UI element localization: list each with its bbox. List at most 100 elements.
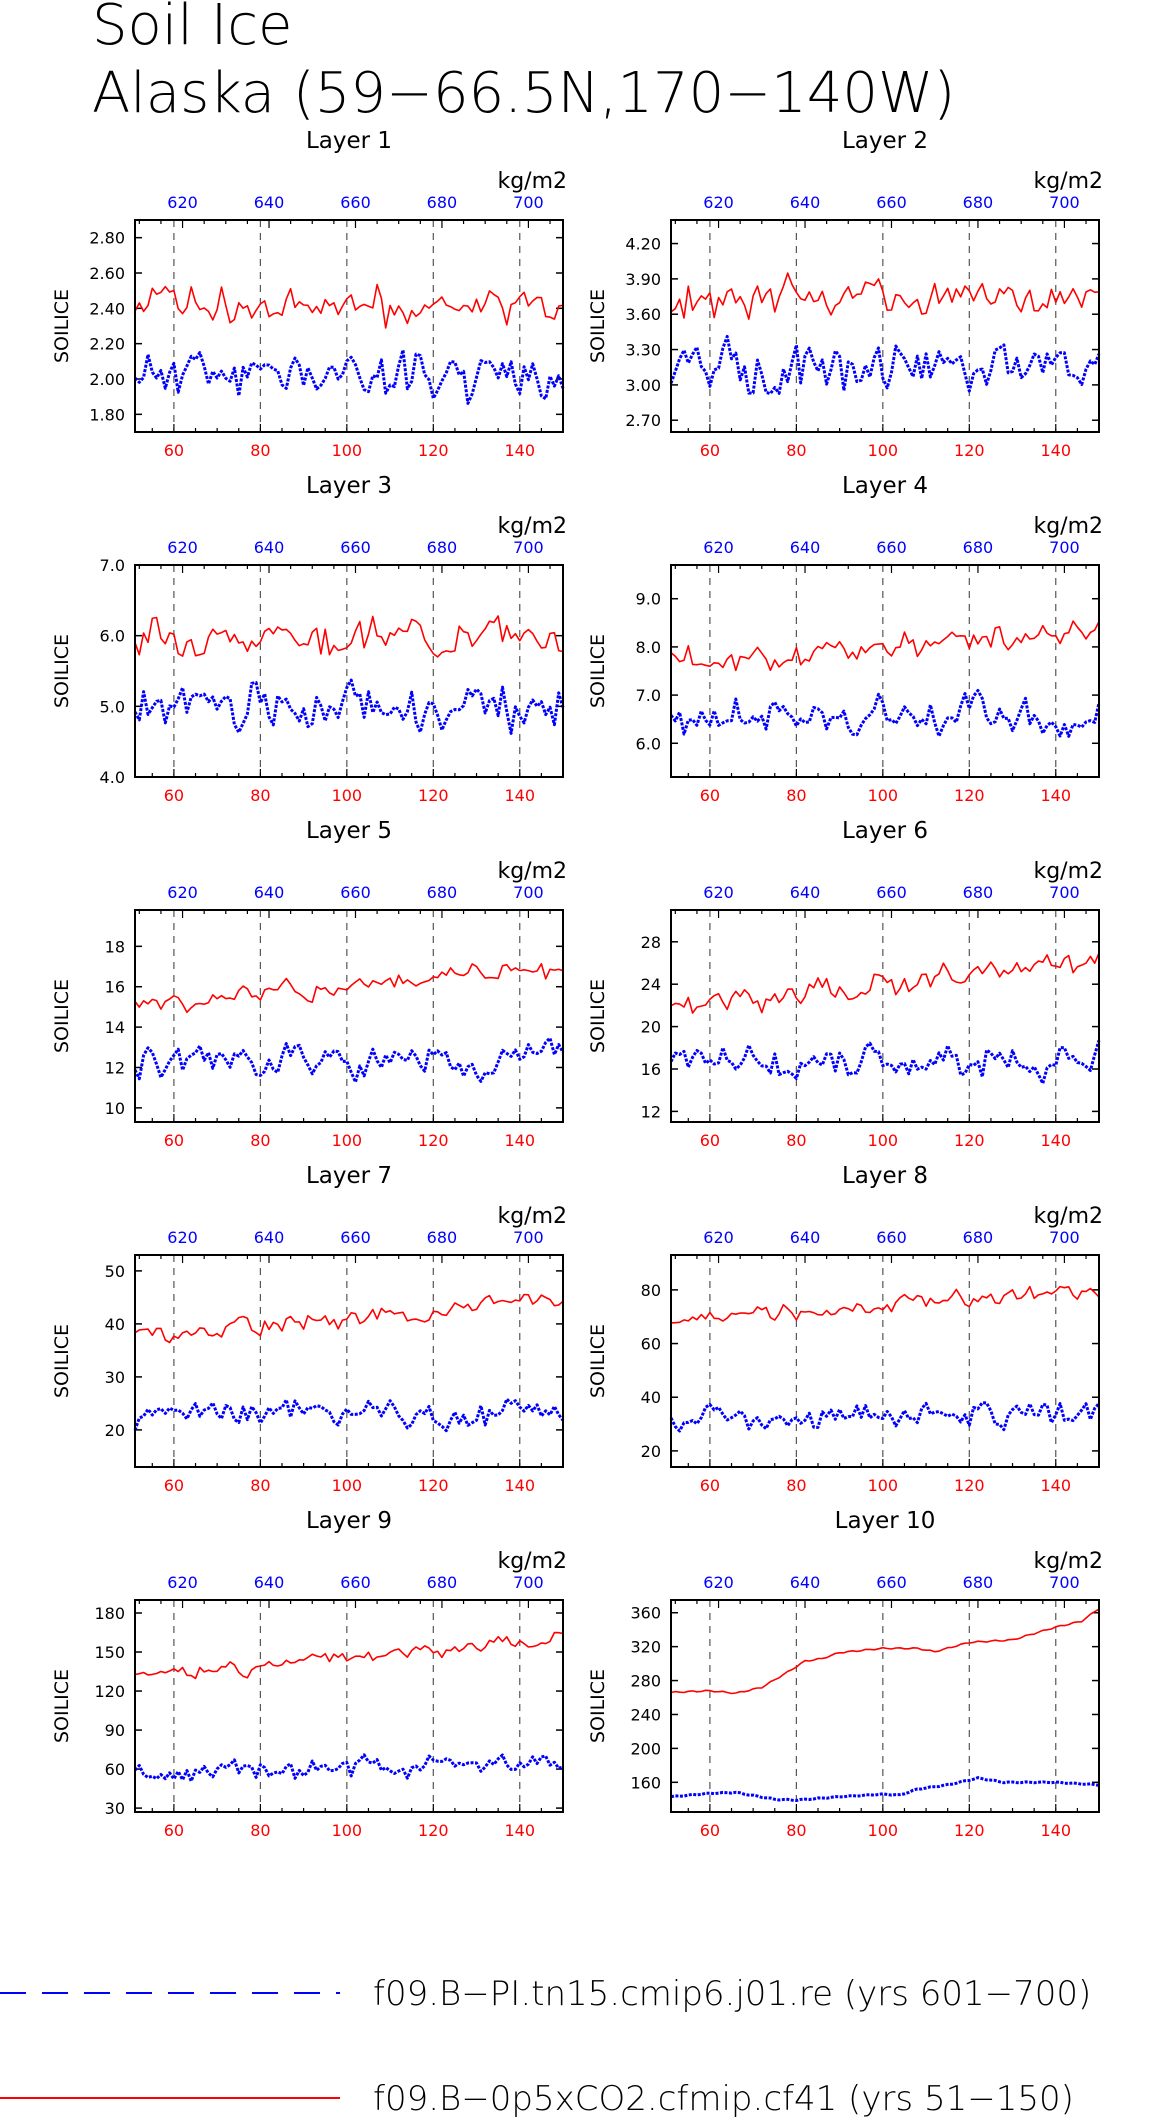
y-tick-label: 360 <box>630 1604 661 1623</box>
y-tick-label: 80 <box>641 1281 661 1300</box>
x-tick-label-red: 120 <box>954 441 985 460</box>
x-tick-label-blue: 660 <box>340 193 371 212</box>
plot-frame <box>134 909 564 1123</box>
series-line-red <box>134 962 564 1014</box>
x-tick-label-blue: 700 <box>1049 1228 1080 1247</box>
legend-label-blue: f09.B−PI.tn15.cmip6.j01.re (yrs 601−700) <box>373 1974 1091 2014</box>
y-tick-label: 180 <box>94 1604 125 1623</box>
x-tick-label-red: 100 <box>332 441 363 460</box>
x-tick-label-red: 140 <box>504 1131 535 1150</box>
x-tick-label-blue: 640 <box>790 1228 821 1247</box>
x-tick-label-red: 140 <box>504 1476 535 1495</box>
x-tick-label-blue: 680 <box>427 883 458 902</box>
chart-panel-7: Layer 7 kg/m2 SOILICE 20 30 40 50 60 80 100 120 140… <box>51 1163 567 1495</box>
panel-title: Layer 10 <box>835 1508 936 1534</box>
x-tick-label-blue: 660 <box>340 1228 371 1247</box>
y-tick-label: 18 <box>105 937 125 956</box>
x-tick-label-red: 120 <box>418 1476 449 1495</box>
y-tick-label: 40 <box>105 1315 125 1334</box>
x-tick-label-red: 140 <box>504 786 535 805</box>
y-tick-label: 20 <box>641 1442 661 1461</box>
x-tick-label-blue: 660 <box>876 193 907 212</box>
y-tick-label: 10 <box>105 1099 125 1118</box>
x-tick-label-red: 140 <box>504 441 535 460</box>
x-tick-label-blue: 680 <box>963 1573 994 1592</box>
series-line-blue <box>669 334 1101 396</box>
x-tick-label-blue: 700 <box>513 1573 544 1592</box>
x-tick-label-red: 60 <box>700 1476 720 1495</box>
x-tick-label-red: 140 <box>1040 786 1071 805</box>
series-line-red <box>134 615 564 658</box>
x-tick-label-blue: 660 <box>876 883 907 902</box>
x-tick-label-blue: 640 <box>254 538 285 557</box>
chart-panel-5: Layer 5 kg/m2 SOILICE 10 12 14 16 18 60 80 100 120 1… <box>51 818 567 1150</box>
x-tick-label-blue: 660 <box>876 538 907 557</box>
series-line-red <box>670 952 1100 1014</box>
y-axis-label: SOILICE <box>51 979 73 1053</box>
x-tick-label-red: 100 <box>868 786 899 805</box>
y-tick-label: 200 <box>630 1739 661 1758</box>
y-tick-label: 40 <box>641 1388 661 1407</box>
x-tick-label-blue: 680 <box>427 538 458 557</box>
series-line-red <box>134 283 564 329</box>
series-line-red <box>134 1631 564 1680</box>
x-tick-label-blue: 660 <box>340 538 371 557</box>
series-line-blue <box>133 1753 564 1783</box>
y-tick-label: 150 <box>94 1643 125 1662</box>
figure-title-line1: Soil Ice <box>92 0 292 58</box>
unit-label: kg/m2 <box>497 1204 567 1229</box>
y-tick-label: 14 <box>105 1018 125 1037</box>
plot-frame <box>134 219 564 433</box>
series-line-red <box>670 620 1100 672</box>
y-tick-label: 3.60 <box>625 305 661 324</box>
x-tick-label-red: 120 <box>418 1821 449 1840</box>
y-axis-label: SOILICE <box>587 289 609 363</box>
panel-title: Layer 2 <box>842 128 928 154</box>
unit-label: kg/m2 <box>1033 1549 1103 1574</box>
x-tick-label-red: 60 <box>164 1821 184 1840</box>
panel-title: Layer 9 <box>306 1508 392 1534</box>
x-tick-label-red: 60 <box>700 441 720 460</box>
x-tick-label-blue: 620 <box>703 538 734 557</box>
y-tick-label: 7.0 <box>100 556 125 575</box>
x-tick-label-red: 140 <box>504 1821 535 1840</box>
x-tick-label-blue: 680 <box>427 193 458 212</box>
x-tick-label-blue: 620 <box>167 193 198 212</box>
plot-frame <box>670 1599 1100 1813</box>
x-tick-label-red: 120 <box>418 786 449 805</box>
y-tick-label: 4.0 <box>100 768 125 787</box>
x-tick-label-blue: 700 <box>513 538 544 557</box>
y-axis-label: SOILICE <box>587 634 609 708</box>
x-tick-label-red: 60 <box>700 1821 720 1840</box>
panel-title: Layer 1 <box>306 128 392 154</box>
series-line-blue <box>133 348 565 405</box>
x-tick-label-blue: 640 <box>790 538 821 557</box>
y-tick-label: 12 <box>105 1058 125 1077</box>
chart-panel-10: Layer 10 kg/m2 SOILICE 160 200 240 280 320 360 60… <box>587 1508 1103 1840</box>
y-tick-label: 2.60 <box>89 264 125 283</box>
panel-title: Layer 6 <box>842 818 928 844</box>
y-tick-label: 9.0 <box>636 590 661 609</box>
x-tick-label-blue: 700 <box>1049 193 1080 212</box>
series-line-red <box>134 1293 564 1344</box>
x-tick-label-red: 120 <box>954 1476 985 1495</box>
chart-panel-4: Layer 4 kg/m2 SOILICE 6.0 7.0 8.0 9.0 60 80 100 12… <box>587 473 1103 805</box>
y-axis-label: SOILICE <box>51 634 73 708</box>
series-line-red <box>670 1608 1100 1695</box>
plot-frame <box>670 909 1100 1123</box>
y-tick-label: 2.00 <box>89 370 125 389</box>
y-tick-label: 2.20 <box>89 335 125 354</box>
chart-panel-8: Layer 8 kg/m2 SOILICE 20 40 60 80 60 80 100 120 140… <box>587 1163 1103 1495</box>
y-tick-label: 7.0 <box>636 686 661 705</box>
x-tick-label-blue: 700 <box>513 883 544 902</box>
x-tick-label-blue: 640 <box>254 1573 285 1592</box>
y-tick-label: 60 <box>641 1335 661 1354</box>
x-tick-label-blue: 680 <box>963 1228 994 1247</box>
x-tick-label-red: 120 <box>954 1821 985 1840</box>
unit-label: kg/m2 <box>1033 169 1103 194</box>
series-line-blue <box>669 1401 1101 1433</box>
x-tick-label-red: 80 <box>786 1131 806 1150</box>
x-tick-label-blue: 640 <box>790 883 821 902</box>
x-tick-label-red: 60 <box>164 1476 184 1495</box>
y-tick-label: 30 <box>105 1799 125 1818</box>
